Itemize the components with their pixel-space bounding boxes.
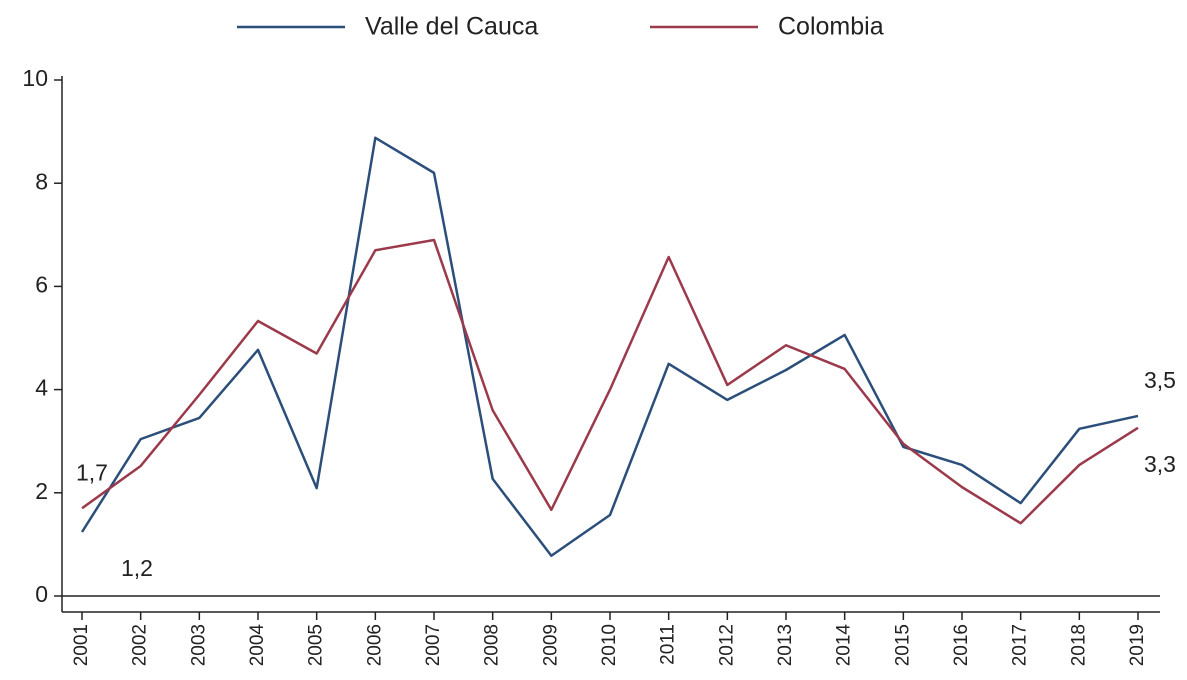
x-tick-label: 2017 — [1010, 624, 1031, 666]
x-tick-label: 2010 — [599, 624, 620, 666]
x-tick-label: 2018 — [1068, 624, 1089, 666]
x-tick-label: 2006 — [364, 624, 385, 666]
data-label: 3,3 — [1144, 451, 1176, 477]
x-tick-label: 2009 — [540, 624, 561, 666]
series-line — [80, 136, 1139, 558]
x-tick-label: 2019 — [1127, 624, 1148, 666]
x-tick-label: 2002 — [130, 624, 151, 666]
data-label: 1,7 — [76, 459, 108, 485]
y-tick-label: 8 — [35, 168, 48, 194]
x-tick-label: 2011 — [658, 624, 679, 665]
x-tick-label: 2004 — [247, 624, 268, 667]
data-label: 3,5 — [1144, 367, 1176, 393]
legend-label: Valle del Cauca — [365, 13, 538, 41]
x-tick-label: 2001 — [71, 624, 92, 666]
y-tick-label: 0 — [35, 581, 48, 607]
y-tick-label: 2 — [35, 478, 48, 504]
series-line — [81, 238, 1139, 525]
y-tick-label: 4 — [35, 375, 48, 401]
x-tick-label: 2005 — [306, 624, 327, 666]
x-tick-label: 2013 — [775, 624, 796, 666]
y-tick-label: 10 — [22, 65, 48, 91]
x-tick-label: 2007 — [423, 624, 444, 666]
x-tick-label: 2014 — [834, 624, 855, 667]
x-tick-label: 2016 — [951, 624, 972, 666]
x-tick-label: 2012 — [716, 624, 737, 666]
y-tick-label: 6 — [35, 271, 48, 297]
legend-label: Colombia — [778, 13, 884, 41]
x-tick-label: 2008 — [482, 624, 503, 666]
data-label: 1,2 — [121, 555, 153, 581]
x-tick-label: 2003 — [188, 624, 209, 666]
x-tick-label: 2015 — [892, 624, 913, 666]
